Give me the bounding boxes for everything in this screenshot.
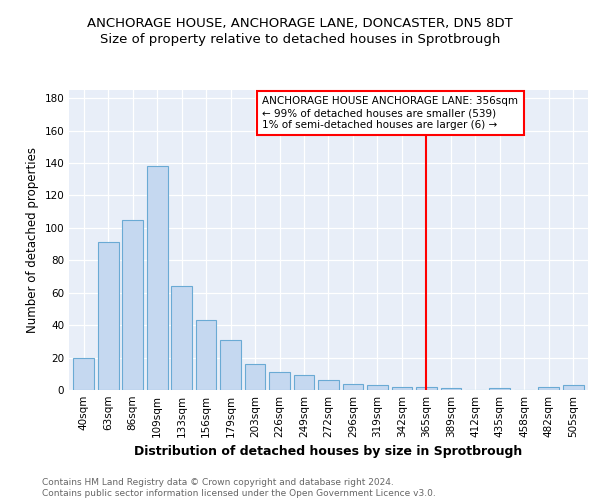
Bar (98, 242, 119, 390)
Bar (416, 387, 437, 390)
Bar (440, 388, 461, 390)
Bar (220, 340, 241, 390)
Text: Size of property relative to detached houses in Sprotbrough: Size of property relative to detached ho… (100, 32, 500, 46)
Text: ANCHORAGE HOUSE ANCHORAGE LANE: 356sqm
← 99% of detached houses are smaller (539: ANCHORAGE HOUSE ANCHORAGE LANE: 356sqm ←… (262, 96, 518, 130)
Bar (269, 372, 290, 390)
Bar (293, 376, 314, 390)
Bar (538, 387, 559, 390)
Text: Contains HM Land Registry data © Crown copyright and database right 2024.
Contai: Contains HM Land Registry data © Crown c… (42, 478, 436, 498)
Bar (392, 387, 412, 390)
Bar (196, 320, 217, 390)
Bar (367, 385, 388, 390)
Bar (343, 384, 364, 390)
Bar (73, 358, 94, 390)
Bar (147, 166, 167, 390)
Bar (490, 388, 510, 390)
Y-axis label: Number of detached properties: Number of detached properties (26, 147, 39, 333)
Bar (563, 385, 584, 390)
Bar (245, 364, 265, 390)
Bar (318, 380, 339, 390)
Bar (171, 286, 192, 390)
Bar (122, 220, 143, 390)
Text: ANCHORAGE HOUSE, ANCHORAGE LANE, DONCASTER, DN5 8DT: ANCHORAGE HOUSE, ANCHORAGE LANE, DONCAST… (87, 18, 513, 30)
X-axis label: Distribution of detached houses by size in Sprotbrough: Distribution of detached houses by size … (134, 446, 523, 458)
